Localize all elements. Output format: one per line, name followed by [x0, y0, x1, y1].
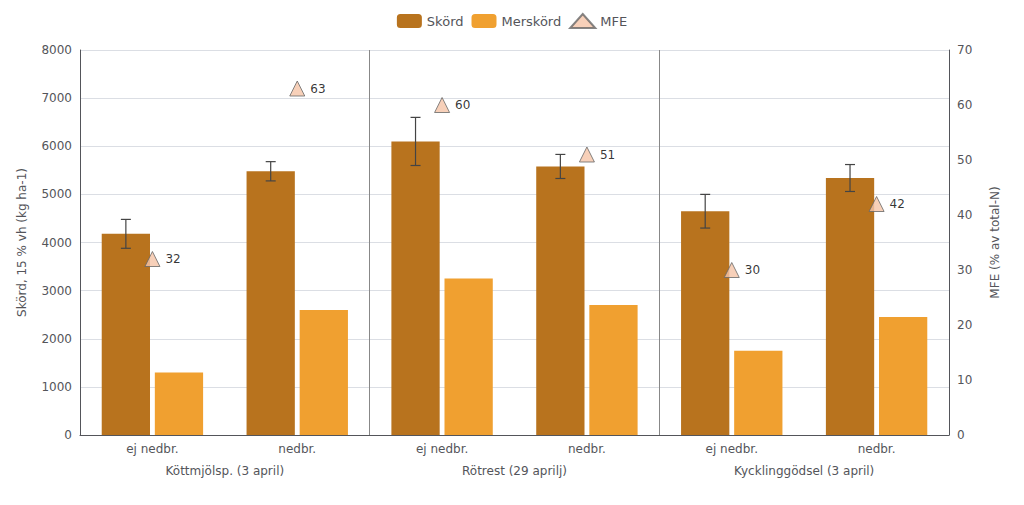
svg-text:Merskörd: Merskörd: [502, 14, 562, 29]
svg-text:ej nedbr.: ej nedbr.: [416, 442, 468, 456]
svg-text:63: 63: [310, 82, 325, 96]
svg-text:Rötrest (29 aprilj): Rötrest (29 aprilj): [462, 464, 567, 478]
svg-text:2000: 2000: [41, 332, 72, 346]
svg-text:nedbr.: nedbr.: [568, 442, 606, 456]
svg-text:1000: 1000: [41, 380, 72, 394]
svg-text:51: 51: [600, 148, 615, 162]
svg-text:Skörd, 15 % vh (kg ha-1): Skörd, 15 % vh (kg ha-1): [15, 168, 29, 317]
svg-text:42: 42: [890, 197, 905, 211]
svg-text:Kycklinggödsel (3 april): Kycklinggödsel (3 april): [734, 464, 874, 478]
svg-text:5000: 5000: [41, 187, 72, 201]
svg-text:32: 32: [165, 252, 180, 266]
svg-text:8000: 8000: [41, 43, 72, 57]
svg-text:50: 50: [957, 153, 972, 167]
svg-text:0: 0: [64, 428, 72, 442]
svg-text:0: 0: [957, 428, 965, 442]
svg-text:MFE (% av total-N): MFE (% av total-N): [988, 186, 1002, 298]
svg-text:Skörd: Skörd: [427, 14, 464, 29]
svg-text:7000: 7000: [41, 91, 72, 105]
svg-text:ej nedbr.: ej nedbr.: [706, 442, 758, 456]
svg-text:60: 60: [957, 98, 972, 112]
svg-text:3000: 3000: [41, 284, 72, 298]
svg-text:30: 30: [745, 263, 760, 277]
svg-text:10: 10: [957, 373, 972, 387]
svg-text:MFE: MFE: [600, 14, 627, 29]
svg-text:30: 30: [957, 263, 972, 277]
svg-text:6000: 6000: [41, 139, 72, 153]
svg-text:40: 40: [957, 208, 972, 222]
svg-text:nedbr.: nedbr.: [858, 442, 896, 456]
svg-text:60: 60: [455, 98, 470, 112]
svg-text:4000: 4000: [41, 236, 72, 250]
svg-text:20: 20: [957, 318, 972, 332]
svg-text:70: 70: [957, 43, 972, 57]
svg-text:nedbr.: nedbr.: [278, 442, 316, 456]
svg-text:ej nedbr.: ej nedbr.: [126, 442, 178, 456]
svg-text:Köttmjölsp. (3 april): Köttmjölsp. (3 april): [166, 464, 285, 478]
